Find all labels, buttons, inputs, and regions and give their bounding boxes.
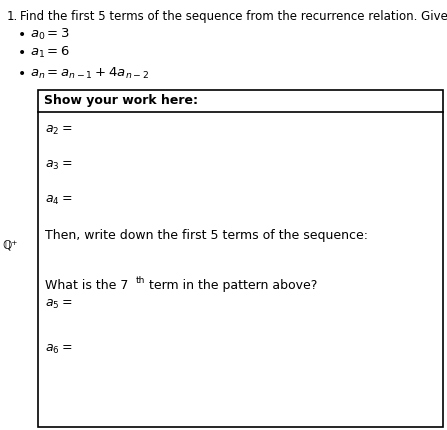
Text: term in the pattern above?: term in the pattern above? bbox=[145, 278, 317, 291]
Text: $a_3 =$: $a_3 =$ bbox=[45, 159, 72, 172]
Text: $a_4 =$: $a_4 =$ bbox=[45, 194, 72, 207]
Text: $a_1 = 6$: $a_1 = 6$ bbox=[30, 45, 70, 60]
Text: Find the first 5 terms of the sequence from the recurrence relation. Given:: Find the first 5 terms of the sequence f… bbox=[20, 10, 447, 23]
Text: •: • bbox=[18, 28, 26, 42]
Text: $a_0 = 3$: $a_0 = 3$ bbox=[30, 27, 70, 42]
Text: Show your work here:: Show your work here: bbox=[44, 94, 198, 107]
Text: $a_5 =$: $a_5 =$ bbox=[45, 297, 72, 310]
Bar bbox=[38, 91, 443, 427]
Text: 1.: 1. bbox=[7, 10, 18, 23]
Text: •: • bbox=[18, 46, 26, 60]
Text: Then, write down the first 5 terms of the sequence:: Then, write down the first 5 terms of th… bbox=[45, 228, 368, 241]
Text: $a_2 =$: $a_2 =$ bbox=[45, 124, 72, 137]
Text: What is the 7: What is the 7 bbox=[45, 278, 128, 291]
Text: $a_6 =$: $a_6 =$ bbox=[45, 342, 72, 355]
Text: •: • bbox=[18, 67, 26, 81]
Text: ℚ⁺: ℚ⁺ bbox=[2, 239, 17, 252]
Text: th: th bbox=[136, 275, 145, 284]
Text: $a_n = a_{n-1} + 4a_{n-2}$: $a_n = a_{n-1} + 4a_{n-2}$ bbox=[30, 66, 149, 81]
